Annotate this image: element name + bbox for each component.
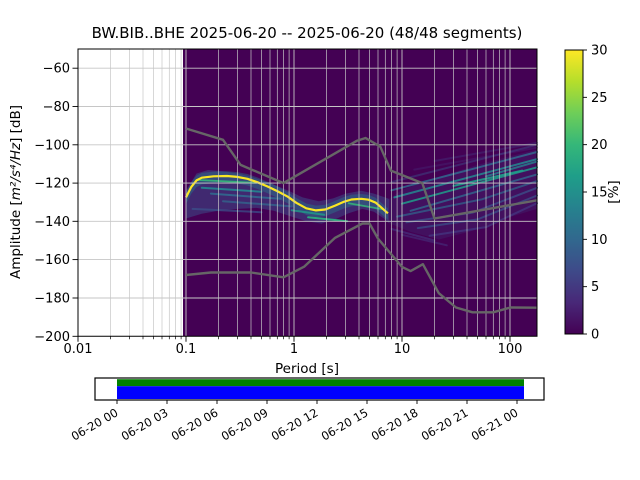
colorbar-gradient — [564, 49, 584, 335]
x-tick-label: 10 — [394, 342, 411, 357]
psd-streak — [290, 209, 326, 216]
noise-model-layer — [185, 127, 538, 314]
y-tick-label: −160 — [34, 253, 70, 268]
psd-streak — [222, 200, 293, 208]
coverage-bar-green — [117, 379, 524, 387]
y-tick-label: −180 — [34, 292, 70, 307]
timeline-tick-label: 06-20 09 — [219, 405, 271, 443]
timeline-tick-label: 06-20 15 — [319, 405, 371, 443]
axes-layer: 0.01 0.1 1 10 100 −60 −80 −100 −120 −140 −160 −180 −… — [34, 48, 538, 357]
mode-curve — [185, 174, 389, 215]
x-tick-label: 1 — [290, 342, 298, 357]
colorbar: 0 5 10 15 20 25 30 — [564, 44, 608, 343]
x-tick-label: 100 — [498, 342, 523, 357]
colorbar-tick-label: 20 — [591, 138, 608, 153]
psd-streak — [197, 179, 258, 184]
psd-streak — [390, 151, 538, 192]
timeline-tick-label: 06-20 06 — [169, 405, 221, 443]
colorbar-tick-label: 15 — [591, 186, 608, 201]
y-axis-label: Amplitude [m²/s⁴/Hz] [dB] — [8, 105, 24, 279]
nlnm-curve — [185, 222, 538, 314]
psd-streak — [390, 143, 538, 184]
y-tick-label: −120 — [34, 177, 70, 192]
y-axis-label-prefix: Amplitude [ — [8, 200, 24, 279]
timeline-tick-label: 06-20 18 — [369, 405, 421, 443]
x-axis-label: Period [s] — [275, 361, 339, 377]
psd-streak — [200, 186, 263, 193]
y-tick-label: −100 — [34, 138, 70, 153]
colorbar-tick-label: 25 — [591, 91, 608, 106]
timeline-tick-label: 06-20 21 — [419, 405, 471, 443]
psd-streak — [396, 180, 538, 218]
nhnm-curve — [185, 127, 538, 220]
plot-title: BW.BIB..BHE 2025-06-20 -- 2025-06-20 (48… — [92, 24, 523, 42]
psd-streak — [390, 228, 436, 242]
psd-streak — [307, 216, 349, 223]
colorbar-tick-label: 10 — [591, 233, 608, 248]
x-tick-label: 0.01 — [64, 342, 93, 357]
psd-streak — [409, 173, 538, 212]
timeline-frame — [94, 377, 545, 401]
grid-layer — [78, 49, 537, 337]
colorbar-label: [%] — [606, 180, 622, 203]
psd-streak — [401, 166, 538, 205]
psd-streak — [401, 233, 448, 247]
timeline-tick-label: 06-20 12 — [269, 405, 321, 443]
y-tick-label: −140 — [34, 215, 70, 230]
psd-streak — [485, 160, 538, 178]
timeline-tick-label: 06-21 00 — [469, 405, 521, 443]
y-axis-label-math: m²/s⁴/Hz — [8, 142, 24, 200]
coverage-bar-blue — [117, 386, 524, 399]
psd-streak — [209, 192, 282, 200]
psd-streak — [191, 207, 263, 214]
x-tick-label: 0.1 — [176, 342, 197, 357]
timeline-tick-label: 06-20 00 — [69, 405, 121, 443]
y-axis-label-suffix: ] [dB] — [8, 105, 24, 143]
psd-streak — [393, 158, 538, 199]
colorbar-tick-label: 0 — [591, 328, 599, 343]
y-tick-label: −60 — [43, 62, 70, 77]
colorbar-tick-label: 5 — [591, 280, 599, 295]
y-tick-label: −200 — [34, 330, 70, 345]
timeline-tick-label: 06-20 03 — [119, 405, 171, 443]
colorbar-tick-label: 30 — [591, 44, 608, 59]
psd-streak — [347, 202, 383, 210]
y-tick-label: −80 — [43, 100, 70, 115]
